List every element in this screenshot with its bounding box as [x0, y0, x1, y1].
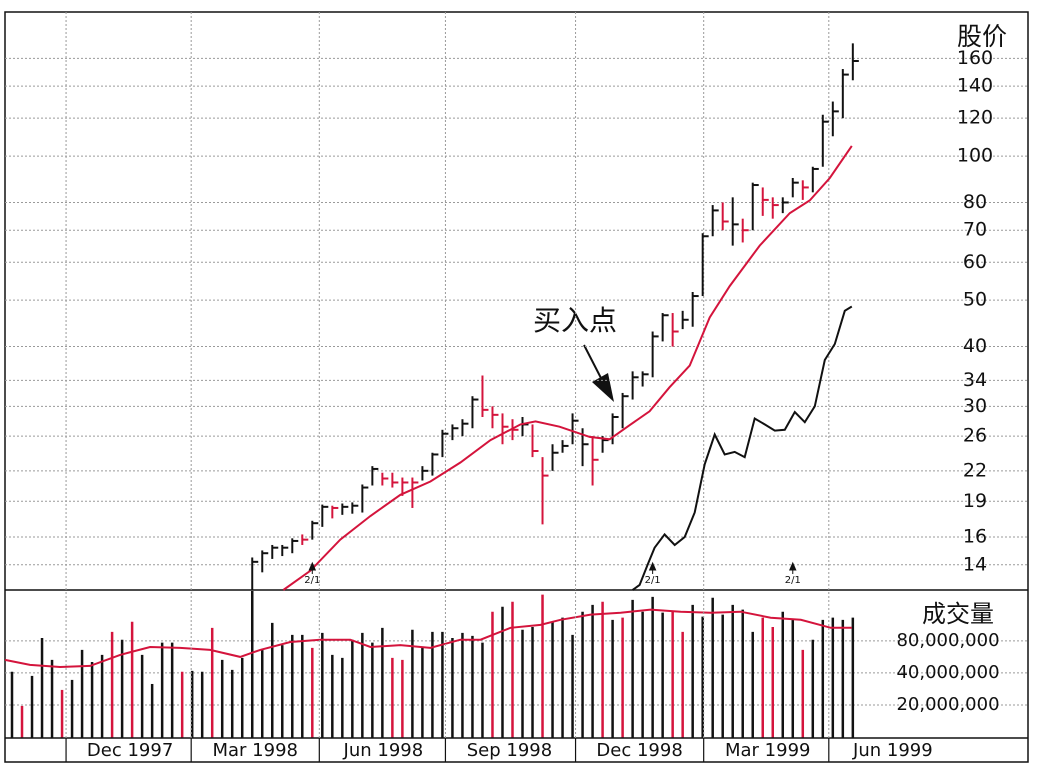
y-tick-label: 16	[963, 526, 987, 548]
volume-moving-average	[4, 608, 852, 669]
moving-average	[282, 145, 853, 591]
y-tick-label: 30	[963, 395, 987, 417]
y-tick-label: 100	[957, 145, 993, 167]
annotation-arrow	[583, 344, 604, 383]
y-tick-label: 40	[963, 335, 987, 357]
split-marker	[648, 561, 657, 574]
annotation: 买入点	[533, 304, 617, 337]
relative-strength-line	[632, 305, 853, 591]
y-tick-label: 160	[957, 47, 993, 69]
chart-frame	[4, 11, 1029, 763]
y-tick-label: 50	[963, 289, 987, 311]
y-tick-label: 70	[963, 219, 987, 241]
y-tick-label: 40,000,000	[896, 662, 999, 683]
x-tick-label: Dec 1998	[596, 740, 682, 761]
y-tick-label: 26	[963, 425, 987, 447]
y-tick-label: 60	[963, 251, 987, 273]
y-tick-label: 80	[963, 191, 987, 213]
y-tick-label: 120	[957, 107, 993, 129]
x-tick-label: Mar 1998	[212, 740, 298, 761]
x-tick-label: Mar 1999	[725, 740, 811, 761]
y-tick-label: 19	[963, 490, 987, 512]
volume-axis-title: 成交量	[922, 600, 994, 628]
split-label: 2/1	[785, 575, 801, 586]
split-label: 2/1	[304, 575, 320, 586]
x-tick-label: Sep 1998	[467, 740, 552, 761]
x-tick-label: Dec 1997	[87, 740, 173, 761]
y-tick-label: 80,000,000	[896, 630, 999, 651]
split-marker	[308, 561, 317, 574]
y-tick-label: 20,000,000	[896, 694, 999, 715]
y-tick-label: 34	[963, 369, 987, 391]
x-tick-label: Jun 1999	[852, 740, 933, 761]
price-axis-title: 股价	[957, 22, 1007, 51]
x-tick-label: Jun 1998	[343, 740, 424, 761]
y-tick-label: 14	[963, 553, 987, 575]
split-label: 2/1	[645, 575, 661, 586]
y-tick-label: 140	[957, 75, 993, 97]
y-tick-label: 22	[963, 459, 987, 481]
split-marker	[789, 561, 797, 574]
